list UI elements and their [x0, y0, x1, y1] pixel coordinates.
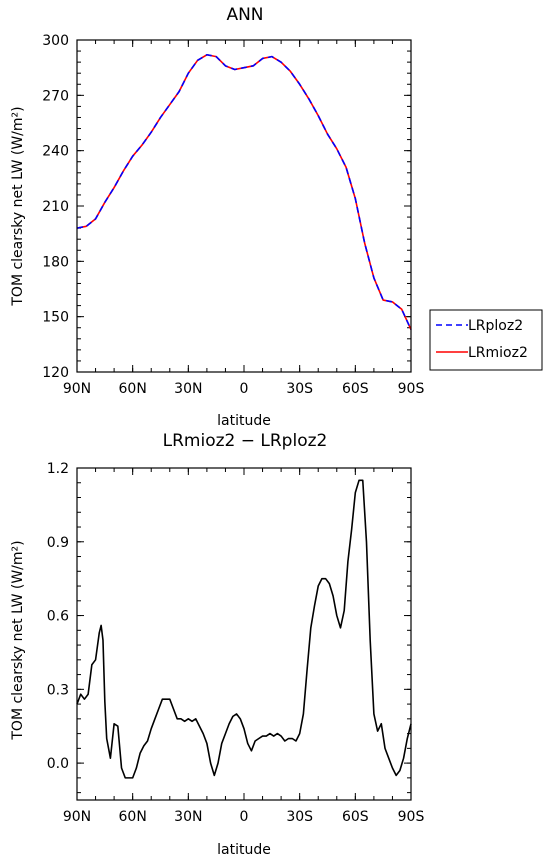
bottom-ytick-label: 0.0	[47, 756, 69, 772]
top-xtick-label: 60S	[342, 381, 369, 397]
bottom-plot-frame	[76, 467, 412, 801]
legend-label-mioz2: LRmioz2	[468, 345, 528, 361]
top-ytick-label: 240	[42, 144, 69, 160]
top-title: ANN	[226, 5, 263, 25]
top-xtick-label: 60N	[119, 381, 147, 397]
top-ytick-label: 210	[42, 199, 69, 215]
bottom-xlabel: latitude	[217, 842, 271, 858]
top-ytick-label: 120	[42, 365, 69, 381]
bottom-xtick-label: 90N	[63, 809, 91, 825]
top-xtick-label: 90S	[398, 381, 425, 397]
bottom-xtick-label: 90S	[398, 809, 425, 825]
legend-box	[429, 309, 543, 371]
bottom-xtick-label: 0	[240, 809, 249, 825]
top-series-lines	[76, 53, 412, 330]
top-series-line-lrmioz2	[76, 53, 412, 330]
top-xtick-label: 30N	[174, 381, 202, 397]
chart-bottom: LRmioz2 − LRploz2 90N 60N 30N 0 30S 60S 90S 0.0…	[10, 431, 424, 858]
top-ylabel: TOM clearsky net LW (W/m²)	[10, 106, 26, 306]
top-series-line-lrploz2	[76, 53, 412, 330]
top-legend: LRploz2 LRmioz2	[429, 309, 543, 371]
top-xtick-label: 90N	[63, 381, 91, 397]
bottom-series-lines	[76, 479, 412, 779]
bottom-ytick-label: 0.9	[47, 535, 69, 551]
bottom-xtick-label: 30N	[174, 809, 202, 825]
bottom-xtick-label: 60N	[119, 809, 147, 825]
top-plot-frame	[76, 39, 412, 373]
top-xlabel: latitude	[217, 413, 271, 429]
bottom-ytick-label: 0.3	[47, 682, 69, 698]
bottom-title: LRmioz2 − LRploz2	[163, 431, 328, 451]
top-xtick-label: 0	[240, 381, 249, 397]
bottom-ylabel: TOM clearsky net LW (W/m²)	[10, 540, 26, 740]
bottom-xtick-label: 30S	[286, 809, 313, 825]
legend-label-ploz2: LRploz2	[468, 318, 523, 334]
top-ytick-label: 270	[42, 88, 69, 104]
chart-top: ANN 90N 60N 30N 0 30S 60S 90S 120 150 180 210 240 27…	[10, 5, 543, 429]
bottom-series-line-diff	[76, 479, 412, 779]
bottom-ytick-label: 1.2	[47, 461, 69, 477]
top-xtick-label: 30S	[286, 381, 313, 397]
top-ytick-label: 180	[42, 254, 69, 270]
bottom-axes: 90N 60N 30N 0 30S 60S 90S 0.0 0.3 0.6 0.9 1.2	[47, 461, 425, 825]
top-ytick-label: 150	[42, 310, 69, 326]
bottom-xtick-label: 60S	[342, 809, 369, 825]
top-ytick-label: 300	[42, 33, 69, 49]
top-axes: 90N 60N 30N 0 30S 60S 90S 120 150 180 210 240 270 300	[42, 33, 424, 397]
bottom-ytick-label: 0.6	[47, 609, 69, 625]
